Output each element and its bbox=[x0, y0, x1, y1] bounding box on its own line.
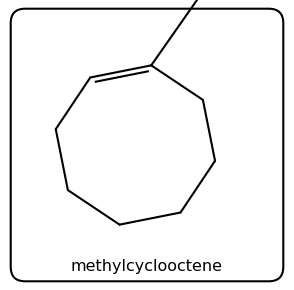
Text: methylcyclooctene: methylcyclooctene bbox=[71, 259, 223, 274]
